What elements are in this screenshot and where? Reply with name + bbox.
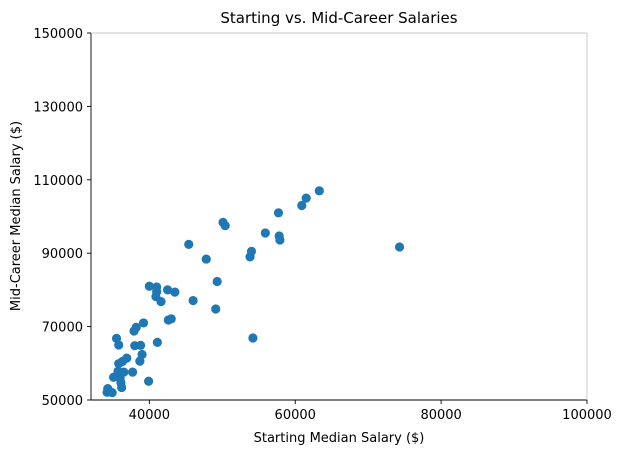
data-point bbox=[220, 221, 230, 231]
data-point bbox=[394, 242, 405, 252]
data-point bbox=[144, 376, 154, 386]
data-point bbox=[301, 193, 311, 203]
data-point bbox=[275, 235, 285, 245]
data-point bbox=[188, 295, 198, 306]
data-point bbox=[114, 340, 124, 350]
data-point bbox=[137, 349, 147, 360]
y-tick-label: 150000 bbox=[33, 27, 83, 42]
y-tick-label: 110000 bbox=[33, 174, 83, 189]
data-point bbox=[144, 281, 154, 291]
data-point bbox=[170, 287, 180, 297]
x-axis-ticks: 40000 60000 80000 100000 bbox=[129, 400, 612, 423]
data-point bbox=[122, 353, 132, 363]
data-point bbox=[131, 322, 141, 332]
chart-title: Starting vs. Mid-Career Salaries bbox=[220, 9, 457, 27]
y-axis-label: Mid-Career Median Salary ($) bbox=[9, 121, 24, 311]
data-point bbox=[260, 228, 270, 238]
plot-area bbox=[91, 33, 587, 400]
plot-background bbox=[91, 33, 587, 400]
data-point bbox=[117, 382, 127, 393]
y-tick-label: 90000 bbox=[42, 247, 83, 262]
x-axis-label: Starting Median Salary ($) bbox=[254, 431, 425, 446]
data-point bbox=[212, 276, 222, 287]
data-point bbox=[156, 297, 166, 307]
y-axis-ticks: 50000 70000 90000 110000 130000 150000 bbox=[33, 27, 91, 409]
x-tick-label: 40000 bbox=[129, 408, 170, 423]
data-point bbox=[119, 367, 129, 377]
data-point bbox=[248, 333, 258, 343]
data-point bbox=[184, 239, 194, 249]
data-point bbox=[162, 285, 173, 295]
data-point bbox=[107, 388, 117, 398]
data-point bbox=[201, 254, 211, 264]
data-point bbox=[152, 287, 162, 297]
data-point bbox=[166, 314, 176, 324]
y-tick-label: 70000 bbox=[42, 321, 83, 336]
x-tick-label: 100000 bbox=[562, 408, 612, 423]
data-point bbox=[246, 246, 257, 256]
x-tick-label: 80000 bbox=[420, 408, 461, 423]
data-point bbox=[314, 186, 324, 196]
data-points bbox=[102, 186, 405, 398]
data-point bbox=[211, 304, 221, 314]
data-point bbox=[152, 337, 162, 347]
data-point bbox=[138, 318, 149, 328]
y-tick-label: 50000 bbox=[42, 394, 83, 409]
data-point bbox=[127, 367, 138, 377]
data-point bbox=[273, 208, 284, 218]
data-point bbox=[297, 200, 307, 211]
x-tick-label: 60000 bbox=[275, 408, 316, 423]
y-tick-label: 130000 bbox=[33, 100, 83, 115]
data-point bbox=[136, 340, 146, 350]
